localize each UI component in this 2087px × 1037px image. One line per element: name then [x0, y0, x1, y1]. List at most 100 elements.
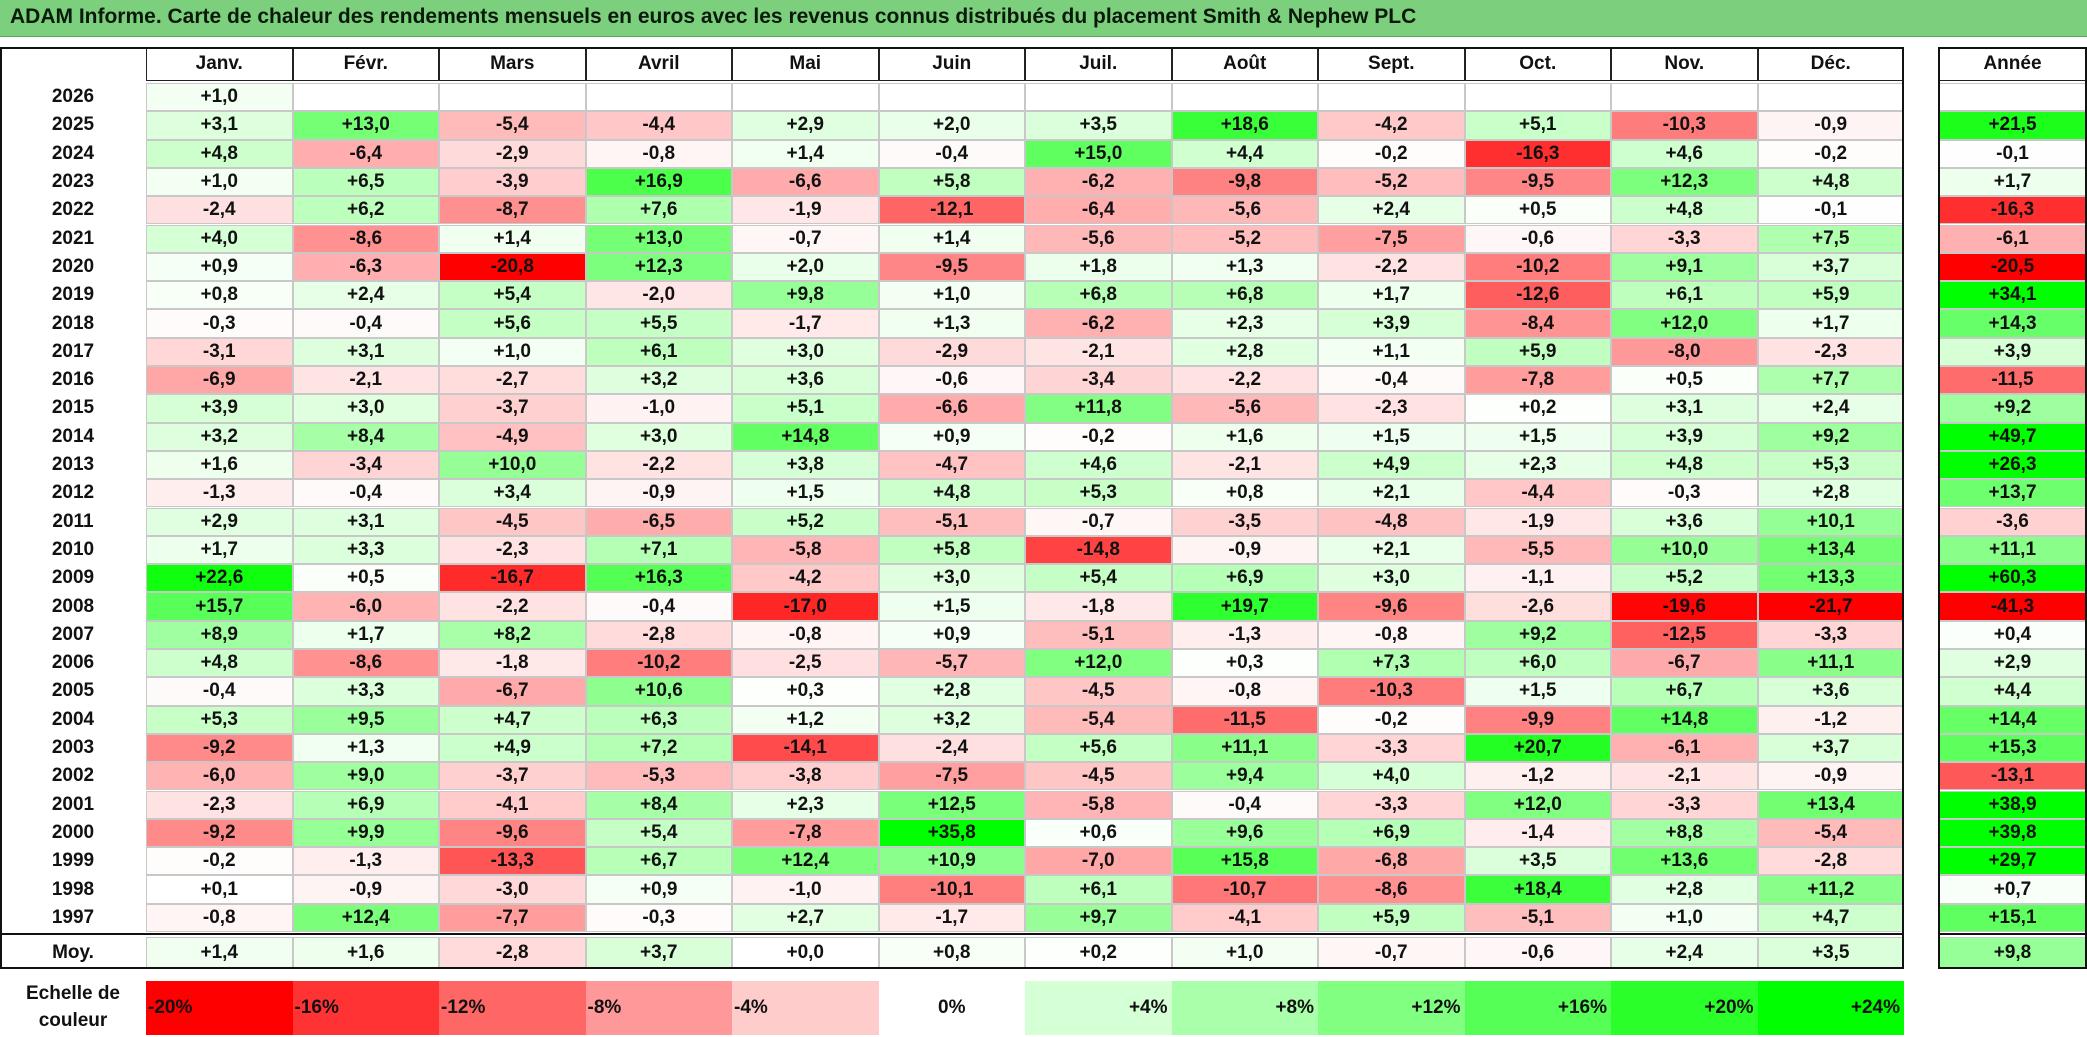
- heatmap-cell: -5,7: [878, 649, 1025, 678]
- heatmap-cell: +3,6: [1611, 507, 1758, 536]
- annual-cell: -11,5: [1938, 366, 2087, 395]
- heatmap-cell: +3,7: [1757, 252, 1904, 282]
- heatmap-cell: -6,0: [146, 762, 293, 791]
- heatmap-cell: -0,2: [1318, 139, 1465, 168]
- heatmap-cell: -6,7: [439, 677, 586, 706]
- color-scale-swatch: +12%: [1318, 981, 1465, 1035]
- heatmap-cell: -6,8: [1318, 847, 1465, 876]
- heatmap-cell: [585, 83, 732, 112]
- heatmap-cell: -0,7: [732, 224, 879, 253]
- title-bar: ADAM Informe. Carte de chaleur des rende…: [0, 0, 2087, 37]
- heatmap-cell: [292, 83, 439, 112]
- annual-cell: +14,3: [1938, 309, 2087, 338]
- heatmap-cell: -0,4: [1171, 790, 1318, 819]
- heatmap-cell: +3,2: [878, 705, 1025, 734]
- heatmap-cell: +3,8: [732, 450, 879, 480]
- heatmap-cell: +13,4: [1757, 790, 1904, 819]
- heatmap-cell: -3,8: [732, 762, 879, 791]
- heatmap-cell: -2,3: [439, 535, 586, 565]
- heatmap-cell: -0,4: [585, 592, 732, 621]
- heatmap-cell: +3,9: [146, 394, 293, 423]
- month-header: Sept.: [1318, 47, 1465, 81]
- annual-cell: +15,1: [1938, 903, 2087, 932]
- annual-cell: +9,2: [1938, 394, 2087, 423]
- heatmap-cell: -1,3: [1171, 620, 1318, 649]
- average-label: Moy.: [52, 942, 94, 963]
- heatmap-cell: -9,2: [146, 818, 293, 848]
- heatmap-cell: +5,2: [732, 507, 879, 536]
- heatmap-cell: -10,1: [878, 875, 1025, 904]
- average-cell: +3,7: [585, 937, 732, 969]
- heatmap-cell: +0,6: [1025, 818, 1172, 848]
- average-cell: +0,2: [1025, 937, 1172, 969]
- heatmap-cell: -14,1: [732, 733, 879, 763]
- heatmap-cell: -3,1: [146, 337, 293, 366]
- heatmap-cell: +14,8: [732, 422, 879, 451]
- heatmap-cell: +10,6: [585, 677, 732, 706]
- heatmap-cell: +4,8: [1611, 196, 1758, 225]
- heatmap-cell: +1,7: [146, 535, 293, 565]
- heatmap-cell: +10,0: [439, 450, 586, 480]
- average-cell: +0,8: [878, 937, 1025, 969]
- heatmap-cell: +1,2: [732, 705, 879, 734]
- heatmap-cell: +6,7: [585, 847, 732, 876]
- year-label: 2011: [52, 510, 94, 532]
- heatmap-cell: +6,8: [1025, 281, 1172, 310]
- annual-cell: +1,7: [1938, 167, 2087, 197]
- heatmap-cell: -11,5: [1171, 705, 1318, 734]
- heatmap-cell: +20,7: [1464, 733, 1611, 763]
- heatmap-cell: +35,8: [878, 818, 1025, 848]
- heatmap-cell: -4,2: [1318, 111, 1465, 140]
- heatmap-cell: -0,3: [1611, 479, 1758, 508]
- heatmap-cell: +12,0: [1025, 649, 1172, 678]
- heatmap-cell: -0,8: [146, 903, 293, 932]
- heatmap-cell: -0,6: [1464, 224, 1611, 253]
- heatmap-cell: -1,2: [1464, 762, 1611, 791]
- heatmap-cell: -2,1: [1025, 337, 1172, 366]
- heatmap-cell: +12,0: [1611, 309, 1758, 338]
- year-label: 2001: [51, 793, 95, 815]
- year-label: 2024: [51, 142, 95, 164]
- heatmap-cell: +1,4: [732, 139, 879, 168]
- heatmap-cell: +15,8: [1171, 847, 1318, 876]
- heatmap-cell: -12,6: [1464, 281, 1611, 310]
- heatmap-cell: -1,1: [1464, 564, 1611, 593]
- heatmap-cell: -1,9: [1464, 507, 1611, 536]
- heatmap-cell: +2,0: [878, 111, 1025, 140]
- annual-cell: -16,3: [1938, 196, 2087, 225]
- heatmap-cell: +5,4: [1025, 564, 1172, 593]
- average-cell: +1,6: [292, 937, 439, 969]
- heatmap-cell: +5,1: [1464, 111, 1611, 140]
- heatmap-cell: -0,4: [878, 139, 1025, 168]
- heatmap-cell: +6,9: [1318, 818, 1465, 848]
- heatmap-cell: -7,8: [1464, 366, 1611, 395]
- color-scale-swatch: +8%: [1171, 981, 1318, 1035]
- heatmap-cell: -0,8: [1171, 677, 1318, 706]
- heatmap-cell: -1,4: [1464, 818, 1611, 848]
- heatmap-cell: +1,5: [1464, 677, 1611, 706]
- year-label: 2003: [51, 737, 95, 759]
- heatmap-cell: -7,5: [878, 762, 1025, 791]
- heatmap-cell: -9,6: [439, 818, 586, 848]
- heatmap-cell: -6,4: [292, 139, 439, 168]
- heatmap-cell: +16,9: [585, 167, 732, 197]
- heatmap-cell: [1464, 83, 1611, 112]
- annual-cell: +38,9: [1938, 790, 2087, 819]
- heatmap-cell: +3,1: [1611, 394, 1758, 423]
- heatmap-cell: +0,5: [1464, 196, 1611, 225]
- year-label: 2005: [51, 680, 95, 702]
- heatmap-cell: +2,1: [1318, 535, 1465, 565]
- heatmap-cell: -8,6: [292, 649, 439, 678]
- year-label: 2004: [51, 708, 95, 730]
- heatmap-cell: -20,8: [439, 252, 586, 282]
- heatmap-cell: -10,2: [1464, 252, 1611, 282]
- heatmap-cell: +0,3: [732, 677, 879, 706]
- heatmap-cell: -3,3: [1318, 733, 1465, 763]
- heatmap-cell: +3,9: [1611, 422, 1758, 451]
- month-header: Août: [1171, 47, 1318, 81]
- heatmap-cell: +9,8: [732, 281, 879, 310]
- heatmap-cell: +18,6: [1171, 111, 1318, 140]
- heatmap-cell: -2,1: [1171, 450, 1318, 480]
- heatmap-cell: -8,4: [1464, 309, 1611, 338]
- heatmap-cell: +1,5: [1464, 422, 1611, 451]
